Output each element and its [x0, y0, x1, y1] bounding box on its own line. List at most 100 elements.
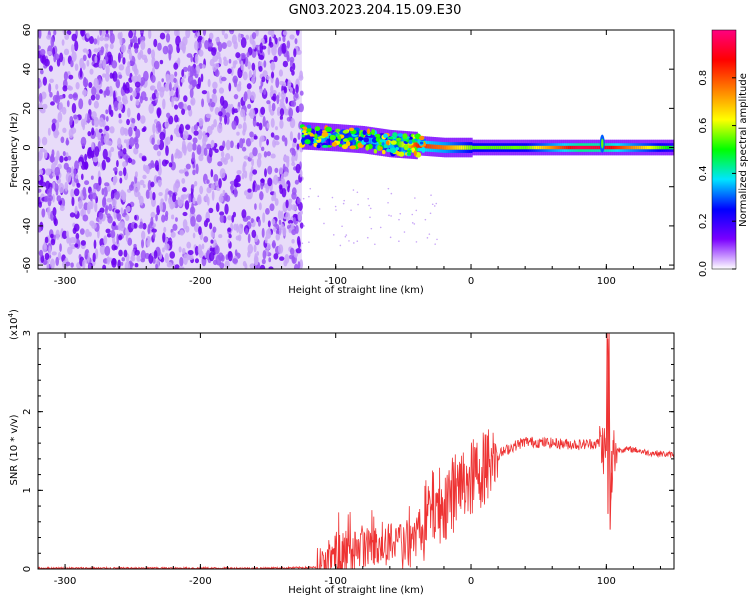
noise-speck [220, 156, 227, 163]
signal-core [533, 145, 536, 150]
noise-speck [191, 151, 196, 162]
noise-speck [45, 180, 51, 190]
noise-speck [59, 243, 62, 252]
noise-speck [98, 49, 104, 56]
noise-speck [244, 170, 248, 179]
noise-speck [335, 209, 337, 211]
noise-speck [291, 148, 296, 158]
noise-speck [122, 166, 127, 177]
noise-speck [75, 82, 80, 90]
noise-speck [204, 134, 208, 142]
noise-speck [134, 249, 140, 256]
noise-speck [123, 208, 127, 216]
noise-speck [226, 115, 230, 125]
signal-core [510, 145, 514, 150]
noise-speck [295, 247, 302, 254]
noise-speck [228, 58, 232, 64]
signal-core [659, 145, 662, 150]
signal-core [458, 145, 461, 150]
noise-speck [112, 70, 118, 82]
noise-speck [95, 93, 100, 101]
noise-speck [150, 74, 156, 83]
signal-blob [348, 127, 355, 132]
noise-speck [291, 229, 297, 236]
signal-core [342, 135, 345, 142]
noise-speck [101, 188, 105, 196]
noise-speck [118, 249, 123, 257]
noise-speck [106, 197, 113, 203]
signal-blob [338, 143, 343, 148]
noise-speck [220, 150, 225, 158]
noise-speck [270, 85, 274, 94]
noise-speck [73, 223, 80, 232]
noise-speck [181, 194, 188, 200]
noise-speck [208, 32, 214, 40]
noise-speck [247, 233, 251, 244]
noise-speck [294, 38, 298, 45]
noise-speck [296, 143, 300, 150]
noise-speck [200, 73, 204, 83]
noise-speck [91, 127, 95, 136]
noise-speck [134, 263, 139, 268]
noise-speck [140, 250, 147, 261]
noise-speck [134, 68, 139, 76]
signal-blob [349, 145, 357, 150]
noise-speck [74, 160, 79, 171]
signal-core [553, 145, 556, 150]
noise-speck [112, 167, 118, 172]
noise-speck [55, 83, 59, 90]
signal-blob [381, 149, 386, 155]
noise-speck [379, 226, 382, 229]
noise-speck [66, 100, 70, 108]
signal-core [638, 145, 642, 150]
y-tick-label: 0 [22, 566, 33, 572]
noise-speck [48, 83, 52, 94]
noise-speck [58, 101, 64, 113]
noise-speck [162, 247, 165, 253]
noise-speck [117, 52, 121, 63]
signal-core [480, 145, 483, 150]
noise-speck [259, 135, 265, 143]
noise-speck [184, 200, 190, 210]
noise-speck [289, 34, 295, 40]
colorbar-ticks: 0.0 0.2 0.4 0.6 0.8 [698, 70, 736, 277]
noise-speck [78, 98, 84, 110]
noise-speck [155, 263, 158, 269]
noise-speck [196, 83, 201, 90]
noise-speck [99, 207, 105, 214]
noise-speck [182, 219, 188, 230]
noise-speck [182, 36, 188, 46]
signal-core [443, 145, 447, 150]
noise-speck [342, 202, 345, 205]
noise-speck [161, 214, 166, 223]
noise-speck [142, 222, 147, 230]
noise-speck [134, 47, 139, 54]
noise-speck [167, 190, 173, 196]
x-tick-label: -100 [324, 576, 347, 587]
y-tick-label: 3 [22, 330, 33, 336]
signal-core [415, 142, 418, 149]
signal-core [557, 145, 560, 150]
noise-speck [290, 100, 297, 108]
noise-speck [289, 247, 295, 255]
noise-speck [273, 55, 278, 63]
noise-speck [123, 249, 128, 258]
signal-core [586, 145, 589, 150]
noise-speck [152, 123, 156, 134]
noise-speck [370, 227, 373, 230]
noise-speck [296, 236, 301, 246]
noise-speck [204, 39, 210, 50]
noise-speck [214, 69, 220, 77]
noise-speck [224, 203, 229, 215]
noise-speck [258, 202, 262, 211]
noise-speck [91, 111, 97, 120]
noise-speck [128, 52, 133, 61]
signal-blob [341, 144, 349, 150]
noise-speck [281, 187, 287, 198]
noise-speck [246, 83, 252, 90]
noise-speck [309, 187, 312, 190]
noise-speck [113, 90, 116, 102]
noise-speck [113, 100, 119, 112]
noise-speck [262, 115, 266, 127]
noise-speck [213, 173, 219, 183]
